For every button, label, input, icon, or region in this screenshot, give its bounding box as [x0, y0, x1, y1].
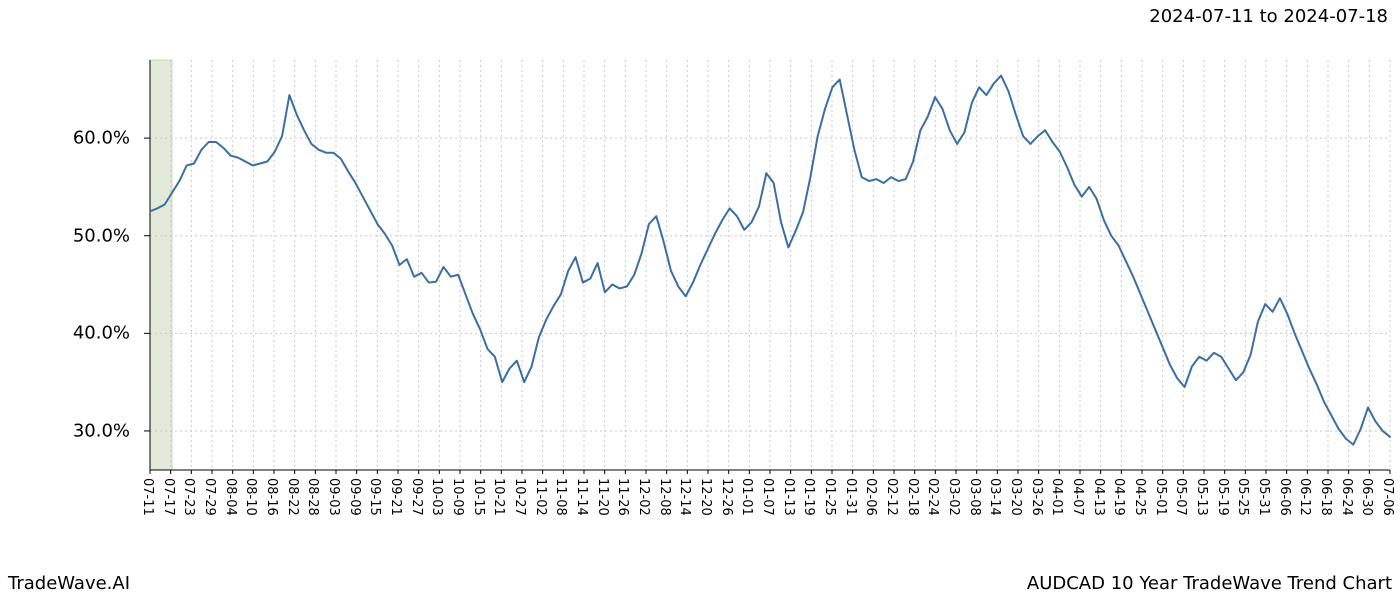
chart-svg: [150, 60, 1390, 470]
x-tick-label: 01-07: [760, 478, 775, 516]
x-tick-label: 11-08: [553, 478, 568, 516]
x-tick-label: 08-22: [285, 478, 300, 516]
x-tick-label: 06-30: [1359, 478, 1374, 516]
x-tick-label: 12-08: [657, 478, 672, 516]
y-tick-label: 30.0%: [73, 420, 130, 441]
x-tick-label: 11-02: [533, 478, 548, 516]
x-tick-label: 03-08: [967, 478, 982, 516]
x-tick-label: 04-01: [1049, 478, 1064, 516]
date-range-label: 2024-07-11 to 2024-07-18: [1149, 6, 1388, 27]
x-tick-label: 12-20: [698, 478, 713, 516]
brand-label: TradeWave.AI: [8, 573, 130, 594]
x-tick-label: 04-07: [1070, 478, 1085, 516]
x-tick-label: 02-18: [905, 478, 920, 516]
x-tick-label: 10-15: [471, 478, 486, 516]
x-tick-label: 05-25: [1235, 478, 1250, 516]
x-tick-label: 09-27: [409, 478, 424, 516]
x-tick-label: 05-19: [1215, 478, 1230, 516]
x-tick-label: 01-13: [781, 478, 796, 516]
x-tick-label: 10-09: [450, 478, 465, 516]
x-tick-label: 12-02: [636, 478, 651, 516]
x-tick-label: 03-20: [1008, 478, 1023, 516]
x-tick-label: 01-25: [822, 478, 837, 516]
x-tick-label: 09-15: [367, 478, 382, 516]
y-tick-label: 50.0%: [73, 225, 130, 246]
x-tick-label: 03-02: [946, 478, 961, 516]
x-tick-label: 03-26: [1029, 478, 1044, 516]
x-tick-label: 03-14: [987, 478, 1002, 516]
chart-subtitle: AUDCAD 10 Year TradeWave Trend Chart: [1027, 573, 1392, 594]
x-tick-label: 01-01: [739, 478, 754, 516]
x-tick-label: 05-13: [1194, 478, 1209, 516]
chart-plot-area: [150, 60, 1390, 470]
x-tick-label: 08-10: [243, 478, 258, 516]
x-tick-label: 06-06: [1277, 478, 1292, 516]
x-tick-label: 04-13: [1091, 478, 1106, 516]
x-tick-label: 09-03: [326, 478, 341, 516]
x-tick-label: 12-14: [677, 478, 692, 516]
x-tick-label: 09-09: [347, 478, 362, 516]
x-tick-label: 07-29: [202, 478, 217, 516]
y-tick-label: 60.0%: [73, 128, 130, 149]
x-tick-label: 01-19: [801, 478, 816, 516]
x-tick-label: 08-28: [305, 478, 320, 516]
x-tick-label: 01-31: [843, 478, 858, 516]
x-tick-label: 06-24: [1339, 478, 1354, 516]
x-tick-label: 04-25: [1132, 478, 1147, 516]
x-tick-label: 11-26: [615, 478, 630, 516]
x-tick-label: 06-12: [1297, 478, 1312, 516]
x-tick-label: 10-03: [429, 478, 444, 516]
x-tick-label: 05-01: [1153, 478, 1168, 516]
x-tick-label: 07-23: [181, 478, 196, 516]
y-axis-tick-labels: 30.0% 40.0% 50.0% 60.0%: [0, 60, 150, 470]
x-tick-label: 12-26: [719, 478, 734, 516]
x-axis-tick-labels: 07-1107-1707-2307-2908-0408-1008-1608-22…: [150, 478, 1390, 558]
x-tick-label: 07-06: [1380, 478, 1395, 516]
x-tick-label: 10-21: [491, 478, 506, 516]
x-tick-label: 11-14: [574, 478, 589, 516]
x-tick-label: 02-06: [863, 478, 878, 516]
x-tick-label: 08-16: [264, 478, 279, 516]
x-tick-label: 06-18: [1318, 478, 1333, 516]
x-tick-label: 02-24: [925, 478, 940, 516]
x-tick-label: 07-11: [140, 478, 155, 516]
x-tick-label: 08-04: [223, 478, 238, 516]
x-tick-label: 05-31: [1256, 478, 1271, 516]
x-tick-label: 02-12: [884, 478, 899, 516]
x-tick-label: 11-20: [595, 478, 610, 516]
x-tick-label: 09-21: [388, 478, 403, 516]
x-tick-label: 05-07: [1173, 478, 1188, 516]
x-tick-label: 10-27: [512, 478, 527, 516]
x-tick-label: 07-17: [161, 478, 176, 516]
y-tick-label: 40.0%: [73, 323, 130, 344]
x-tick-label: 04-19: [1111, 478, 1126, 516]
